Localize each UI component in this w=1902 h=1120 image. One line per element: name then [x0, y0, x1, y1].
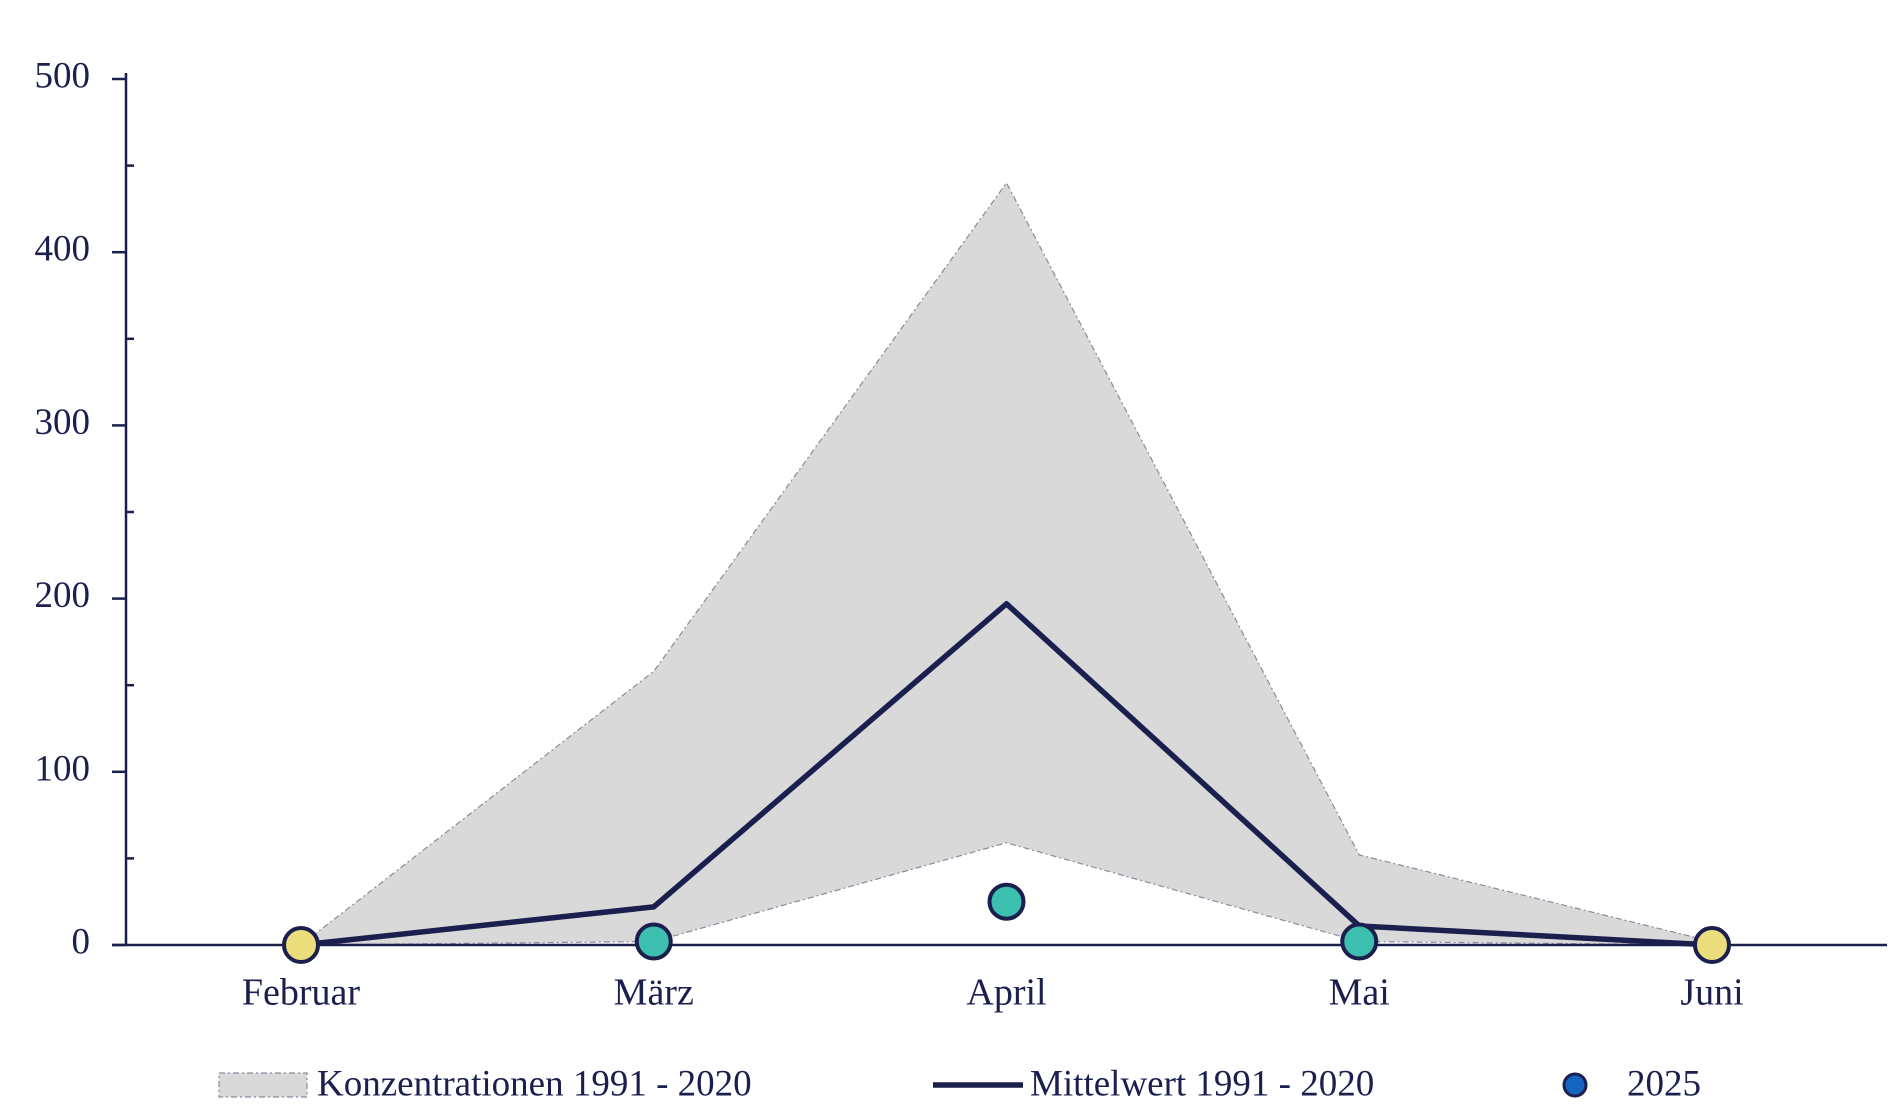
- y-tick-label: 400: [35, 229, 91, 270]
- y-tick-label: 300: [35, 402, 91, 443]
- band-area: [299, 181, 1713, 946]
- legend-swatch: [1562, 1072, 1588, 1098]
- y-tick-label: 500: [35, 55, 91, 96]
- legend-swatch: [218, 1072, 308, 1098]
- point-2025: [1693, 926, 1731, 964]
- point-2025: [634, 922, 673, 961]
- mean-line: [300, 601, 1713, 948]
- y-tick-label: 200: [35, 575, 91, 616]
- x-tick-label: Mai: [1329, 972, 1390, 1014]
- point-2025: [1340, 922, 1379, 961]
- legend-label: Konzentrationen 1991 - 2020: [317, 1063, 752, 1104]
- legend-label: 2025: [1627, 1063, 1701, 1104]
- x-tick-label: April: [966, 972, 1046, 1014]
- y-tick-label: 0: [72, 921, 91, 962]
- x-tick-label: Februar: [242, 972, 361, 1014]
- x-tick-label: Juni: [1680, 972, 1743, 1014]
- x-tick-label: März: [614, 972, 694, 1014]
- point-2025: [987, 882, 1026, 921]
- y-tick-label: 100: [35, 748, 91, 789]
- point-2025: [282, 926, 320, 964]
- legend-label: Mittelwert 1991 - 2020: [1030, 1063, 1374, 1104]
